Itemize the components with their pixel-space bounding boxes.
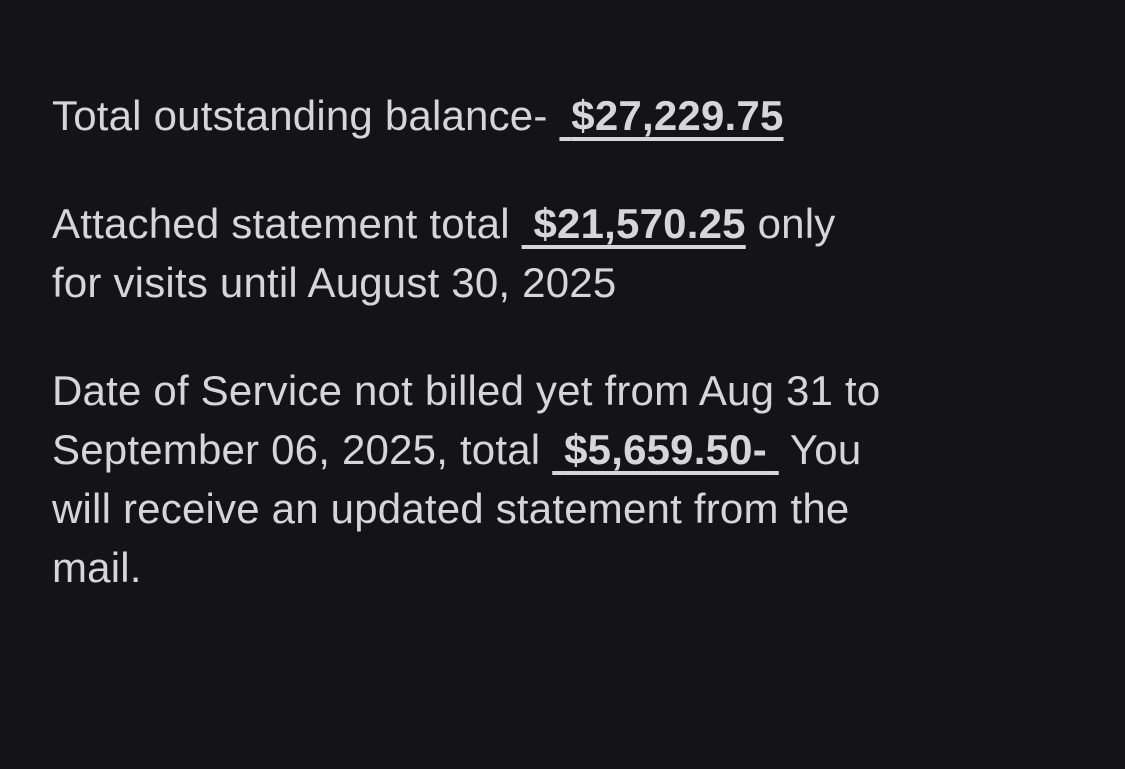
text-run: Date of Service not billed yet from Aug … (52, 367, 881, 473)
amount-not-billed: $5,659.50- (564, 426, 767, 473)
text-run: Attached statement total (52, 200, 522, 247)
paragraph-not-billed: Date of Service not billed yet from Aug … (52, 361, 1075, 597)
amount-attached-statement: $21,570.25 (533, 200, 746, 247)
underlined-space (767, 426, 779, 473)
underlined-space (522, 200, 534, 247)
underlined-space (559, 92, 571, 139)
text-run: only for visits until August 30, 2025 (52, 200, 836, 306)
underlined-space (552, 426, 564, 473)
amount-total-outstanding: $27,229.75 (571, 92, 784, 139)
text-run: Total outstanding balance- (52, 92, 560, 139)
paragraph-attached-statement: Attached statement total $21,570.25 only… (52, 194, 1075, 312)
paragraph-total-outstanding: Total outstanding balance- $27,229.75 (52, 86, 1075, 145)
text-run: You will receive an updated statement fr… (52, 426, 862, 591)
